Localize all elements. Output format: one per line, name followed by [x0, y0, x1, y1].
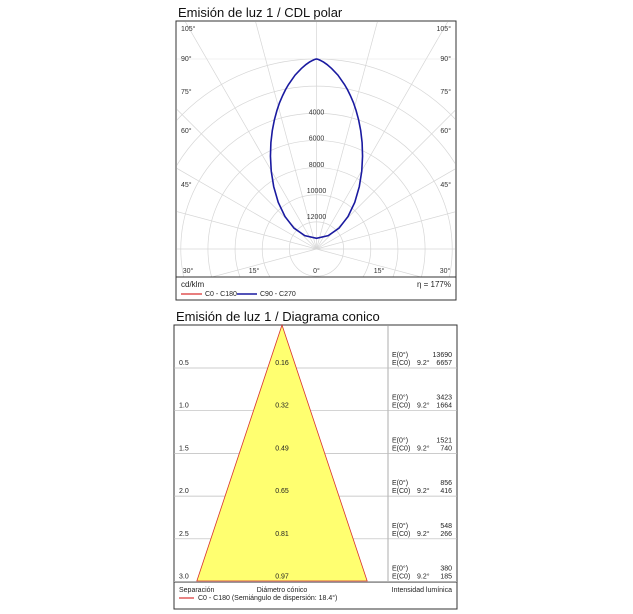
conic-footer-diameter: Diámetro cónico: [257, 587, 308, 594]
conic-footer-separation: Separación: [179, 587, 215, 594]
polar-radial-tick-label: 8000: [309, 162, 325, 169]
polar-grid-spoke: [316, 22, 448, 250]
conic-cone: [196, 323, 368, 582]
conic-ec0-label: E(C0): [392, 574, 410, 581]
polar-grid: [177, 22, 455, 277]
polar-grid-spoke: [316, 211, 455, 250]
conic-ec0-value: 185: [440, 574, 452, 581]
conic-ec0-value: 416: [440, 488, 452, 495]
conic-e0-value: 3423: [436, 395, 452, 402]
legend-label-c90-c270: C90 - C270: [260, 291, 296, 298]
conic-separation-value: 1.5: [179, 445, 189, 452]
conic-e0-label: E(0°): [392, 479, 408, 487]
polar-grid-spoke: [177, 168, 317, 250]
conic-diameter-value: 0.81: [275, 531, 289, 538]
conic-footer-intensity: Intensidad lumínica: [392, 587, 452, 594]
polar-radial-tick-label: 4000: [309, 109, 325, 116]
conic-angle-label: 9.2°: [417, 402, 430, 410]
conic-ec0-value: 1664: [436, 403, 452, 410]
conic-chart-title: Emisión de luz 1 / Diagrama conico: [176, 309, 380, 324]
polar-angle-tick-label: 45°: [181, 181, 192, 189]
conic-diameter-value: 0.16: [275, 360, 289, 367]
conic-e0-label: E(0°): [392, 436, 408, 444]
polar-grid-spoke: [185, 22, 317, 250]
polar-grid-spoke: [316, 168, 455, 250]
polar-angle-tick-label: 60°: [440, 127, 451, 135]
conic-ec0-value: 740: [440, 445, 452, 452]
conic-e0-label: E(0°): [392, 394, 408, 402]
conic-e0-value: 1521: [436, 437, 452, 444]
conic-separation-value: 3.0: [179, 574, 189, 581]
conic-separation-value: 2.0: [179, 488, 189, 495]
conic-angle-label: 9.2°: [417, 444, 430, 452]
polar-grid-spoke: [316, 22, 378, 250]
conic-e0-value: 13690: [433, 352, 453, 359]
polar-grid-spoke: [316, 248, 423, 277]
polar-chart-title: Emisión de luz 1 / CDL polar: [178, 5, 343, 20]
conic-ec0-label: E(C0): [392, 488, 410, 495]
conic-e0-label: E(0°): [392, 522, 408, 530]
legend-label-c0-c180: C0 - C180: [205, 291, 237, 298]
polar-grid-spoke: [255, 22, 317, 250]
polar-grid-spoke: [177, 109, 317, 250]
conic-separation-value: 1.0: [179, 403, 189, 410]
conic-diameter-value: 0.65: [275, 488, 289, 495]
conic-ec0-value: 266: [440, 531, 452, 538]
conic-angle-label: 9.2°: [417, 530, 430, 538]
conic-legend-label: C0 - C180 (Semiángulo de dispersión: 18.…: [198, 594, 337, 602]
polar-radial-tick-label: 10000: [307, 188, 327, 195]
polar-angle-tick-label: 15°: [374, 267, 385, 275]
polar-angle-tick-label: 105°: [437, 25, 452, 33]
polar-grid-spoke: [177, 211, 317, 250]
polar-efficiency: η = 177%: [417, 280, 451, 289]
polar-radial-tick-label: 12000: [307, 214, 327, 221]
conic-separation-value: 0.5: [179, 360, 189, 367]
polar-curve-c90-c270: [269, 58, 364, 240]
conic-e0-label: E(0°): [392, 351, 408, 359]
polar-angle-tick-label: 105°: [181, 25, 196, 33]
conic-angle-label: 9.2°: [417, 573, 430, 581]
conic-angle-label: 9.2°: [417, 359, 430, 367]
polar-angle-tick-label: 0°: [313, 267, 320, 275]
polar-angle-tick-label: 75°: [440, 88, 451, 96]
polar-angle-tick-label: 30°: [440, 267, 451, 275]
conic-e0-value: 548: [440, 523, 452, 530]
conic-e0-value: 856: [440, 480, 452, 487]
polar-angle-tick-label: 75°: [181, 88, 192, 96]
polar-angle-tick-label: 30°: [183, 267, 194, 275]
polar-angle-tick-label: 60°: [181, 127, 192, 135]
conic-e0-value: 380: [440, 566, 452, 573]
conic-ec0-label: E(C0): [392, 403, 410, 410]
polar-angle-tick-label: 90°: [440, 55, 451, 63]
polar-radial-tick-label: 6000: [309, 136, 325, 143]
conic-ec0-label: E(C0): [392, 531, 410, 538]
conic-ec0-label: E(C0): [392, 445, 410, 452]
polar-angle-ticks: 105° 105° 90° 90° 75° 75° 60° 60° 45° 45° 30° 15° 0°…: [181, 25, 451, 275]
polar-radial-ticks: 4000 6000 8000 10000 12000: [307, 109, 327, 221]
polar-angle-tick-label: 90°: [181, 55, 192, 63]
polar-grid-spoke: [316, 110, 455, 250]
conic-e0-label: E(0°): [392, 565, 408, 573]
polar-frame: [175, 20, 457, 301]
polar-angle-tick-label: 45°: [440, 181, 451, 189]
conic-angle-label: 9.2°: [417, 487, 430, 495]
polar-unit-label: cd/klm: [181, 280, 204, 289]
conic-ec0-value: 6657: [436, 360, 452, 367]
conic-diameter-value: 0.49: [275, 445, 289, 452]
polar-grid-spoke: [210, 248, 317, 277]
conic-diameter-value: 0.32: [275, 403, 289, 410]
conic-separation-value: 2.5: [179, 531, 189, 538]
conic-ec0-label: E(C0): [392, 360, 410, 367]
polar-angle-tick-label: 15°: [249, 267, 260, 275]
conic-diameter-value: 0.97: [275, 574, 289, 581]
